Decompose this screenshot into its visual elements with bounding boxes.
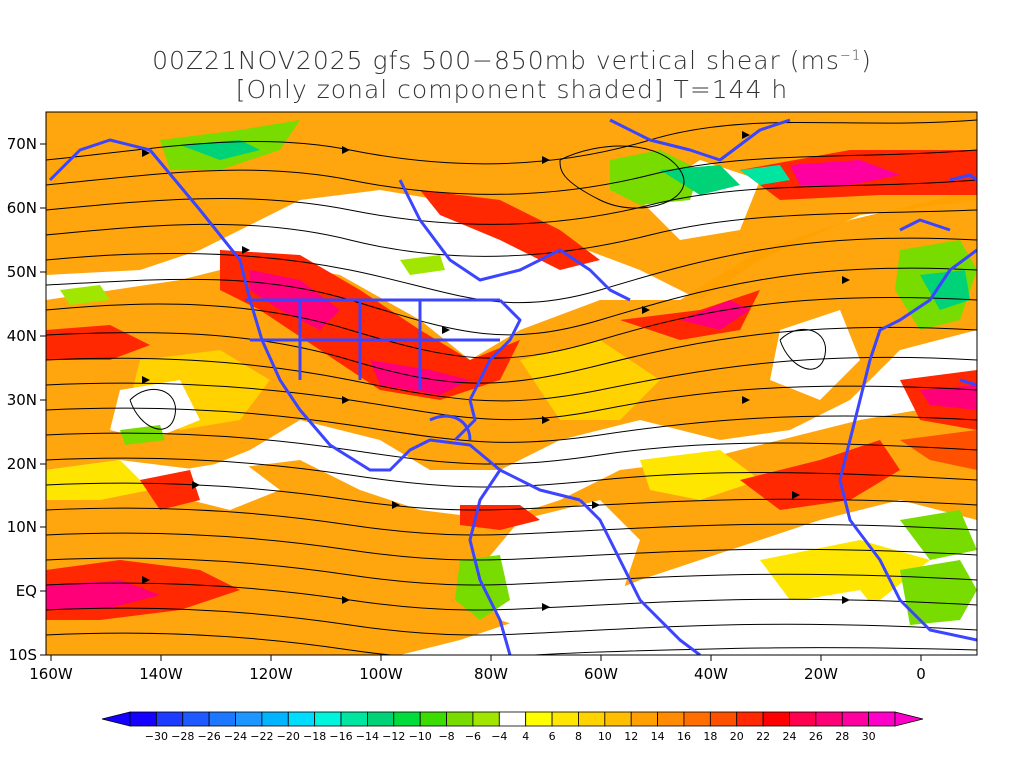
lat-label: 20N: [7, 455, 37, 473]
title-unit-superscript: −1: [839, 48, 862, 64]
lat-label: 40N: [7, 327, 37, 345]
colorbar-swatch: [446, 711, 474, 727]
colorbar-label: −4: [491, 730, 507, 743]
lon-label: 40W: [694, 665, 728, 683]
colorbar-swatch: [551, 711, 579, 727]
lat-label: 50N: [7, 263, 37, 281]
colorbar-swatch: [709, 711, 738, 727]
colorbar-label: 16: [677, 730, 691, 743]
lon-label: 140W: [139, 665, 183, 683]
colorbar-label: −16: [329, 730, 352, 743]
colorbar-label: 18: [703, 730, 717, 743]
colorbar-label: −26: [198, 730, 221, 743]
colorbar-label: 24: [782, 730, 796, 743]
colorbar-swatch: [604, 711, 632, 727]
colorbar-arrow-right: [894, 711, 924, 727]
colorbar-swatch: [208, 711, 236, 727]
colorbar-swatch: [367, 711, 395, 727]
colorbar-label: −10: [409, 730, 432, 743]
lon-label: 100W: [359, 665, 403, 683]
map-title-line-1: 00Z21NOV2025 gfs 500−850mb vertical shea…: [0, 46, 1024, 75]
map-frame: [45, 111, 978, 656]
colorbar-swatch: [657, 711, 685, 727]
colorbar-label: 22: [756, 730, 770, 743]
colorbar-label: −24: [224, 730, 247, 743]
colorbar-swatch: [578, 711, 606, 727]
colorbar-label: 6: [549, 730, 556, 743]
colorbar-label: 30: [862, 730, 876, 743]
lon-label: 20W: [804, 665, 838, 683]
colorbar-swatch: [314, 711, 342, 727]
colorbar-label: 12: [624, 730, 638, 743]
colorbar-label: −22: [250, 730, 273, 743]
colorbar-swatch: [235, 711, 263, 727]
colorbar-label: −28: [171, 730, 194, 743]
lat-label: 10S: [8, 646, 37, 664]
title-text: 00Z21NOV2025 gfs 500−850mb vertical shea…: [152, 46, 840, 75]
colorbar-label: 20: [730, 730, 744, 743]
colorbar-swatch: [287, 711, 316, 727]
colorbar-arrow-left: [101, 711, 131, 727]
lat-label: 60N: [7, 199, 37, 217]
lon-label: 0: [916, 665, 926, 683]
colorbar-swatch: [630, 711, 658, 727]
lat-label: EQ: [16, 582, 37, 600]
colorbar-label: 10: [598, 730, 612, 743]
map-title-line-2: [Only zonal component shaded] T=144 h: [235, 75, 789, 104]
colorbar-swatch: [789, 711, 817, 727]
colorbar-swatch: [129, 711, 157, 727]
title-close-paren: ): [861, 46, 872, 75]
colorbar-swatch: [525, 711, 553, 727]
colorbar-label: 28: [835, 730, 849, 743]
colorbar: −30 −28 −26 −24 −22 −20 −18 −16 −14 −12 −10 −8 −6 −4 4…: [101, 711, 924, 743]
lon-label: 60W: [584, 665, 618, 683]
map-plot-area: [46, 112, 977, 655]
streamline-arrows: [142, 131, 850, 611]
lat-label: 70N: [7, 135, 37, 153]
colorbar-label: 14: [651, 730, 665, 743]
colorbar-swatch: [393, 711, 421, 727]
colorbar-swatch: [340, 711, 368, 727]
colorbar-swatch: [762, 711, 790, 727]
colorbar-label: 8: [575, 730, 582, 743]
colorbar-swatch: [155, 711, 184, 727]
lon-label: 160W: [29, 665, 73, 683]
colorbar-label: −8: [438, 730, 454, 743]
latitude-labels: 70N 60N 50N 40N 30N 20N 10N EQ 10S: [7, 135, 46, 664]
colorbar-label: −20: [277, 730, 300, 743]
colorbar-label: −30: [145, 730, 168, 743]
colorbar-swatch: [841, 711, 870, 727]
colorbar-label: −18: [303, 730, 326, 743]
colorbar-swatch: [472, 711, 500, 727]
lat-label: 10N: [7, 518, 37, 536]
colorbar-label: 4: [522, 730, 529, 743]
colorbar-swatch: [815, 711, 843, 727]
longitude-labels: 160W 140W 120W 100W 80W 60W 40W 20W 0: [29, 655, 926, 683]
colorbar-swatch: [261, 711, 289, 727]
colorbar-swatch: [498, 711, 527, 727]
colorbar-swatch: [419, 711, 447, 727]
colorbar-label: 26: [809, 730, 823, 743]
lon-label: 80W: [474, 665, 508, 683]
colorbar-swatch: [736, 711, 764, 727]
colorbar-swatch: [683, 711, 711, 727]
lat-label: 30N: [7, 391, 37, 409]
lon-label: 120W: [249, 665, 293, 683]
colorbar-swatch: [868, 711, 896, 727]
colorbar-label: −6: [465, 730, 481, 743]
coastlines: [48, 118, 977, 655]
colorbar-label: −12: [382, 730, 405, 743]
colorbar-swatch: [182, 711, 210, 727]
colorbar-label: −14: [356, 730, 379, 743]
